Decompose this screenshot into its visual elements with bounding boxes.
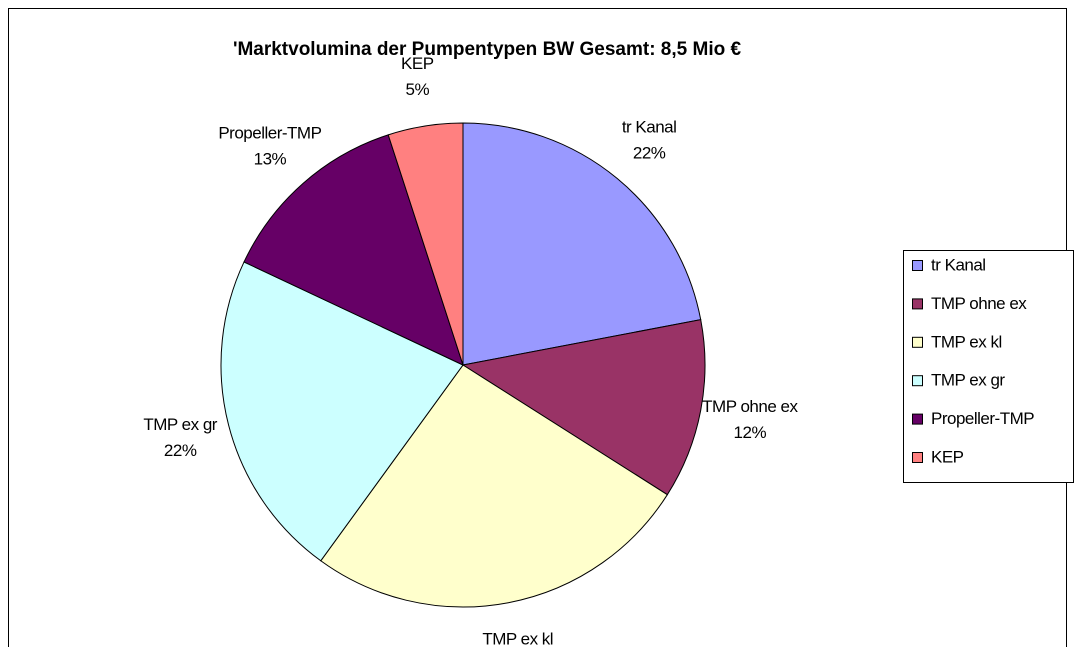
legend-label: TMP ohne ex [931, 294, 1027, 313]
slice-label: TMP ex kl [482, 629, 553, 647]
pie-slice [461, 319, 706, 496]
slice-value-label: 22% [164, 441, 197, 460]
legend-swatch [912, 375, 923, 387]
slice-label: TMP ex gr [143, 415, 217, 434]
slice-label: Propeller-TMP [218, 123, 321, 142]
legend-label: Propeller-TMP [931, 409, 1034, 428]
slice-value-label: 22% [633, 143, 666, 162]
legend-swatch [912, 260, 923, 271]
slice-label: TMP ohne ex [702, 397, 798, 416]
legend-swatch [912, 452, 923, 463]
slice-value-label: 12% [734, 423, 767, 442]
legend-box [903, 250, 1074, 483]
slice-value-label: 13% [254, 149, 287, 168]
pie-slice [243, 134, 464, 366]
slice-label: tr Kanal [622, 117, 677, 136]
legend-label: TMP ex kl [931, 332, 1002, 351]
legend-swatch [912, 413, 923, 425]
legend-label: KEP [931, 447, 964, 466]
legend-label: TMP ex gr [931, 371, 1005, 390]
slice-value-label: 5% [406, 80, 430, 99]
chart-title: 'Marktvolumina der Pumpentypen BW Gesamt… [233, 39, 742, 60]
pie-slice [387, 122, 464, 366]
slice-label: KEP [401, 54, 434, 73]
pie-slice [462, 122, 702, 366]
legend-swatch [912, 298, 923, 310]
legend-swatch [912, 336, 923, 348]
legend-label: tr Kanal [931, 255, 986, 274]
pie-slice [320, 364, 669, 608]
